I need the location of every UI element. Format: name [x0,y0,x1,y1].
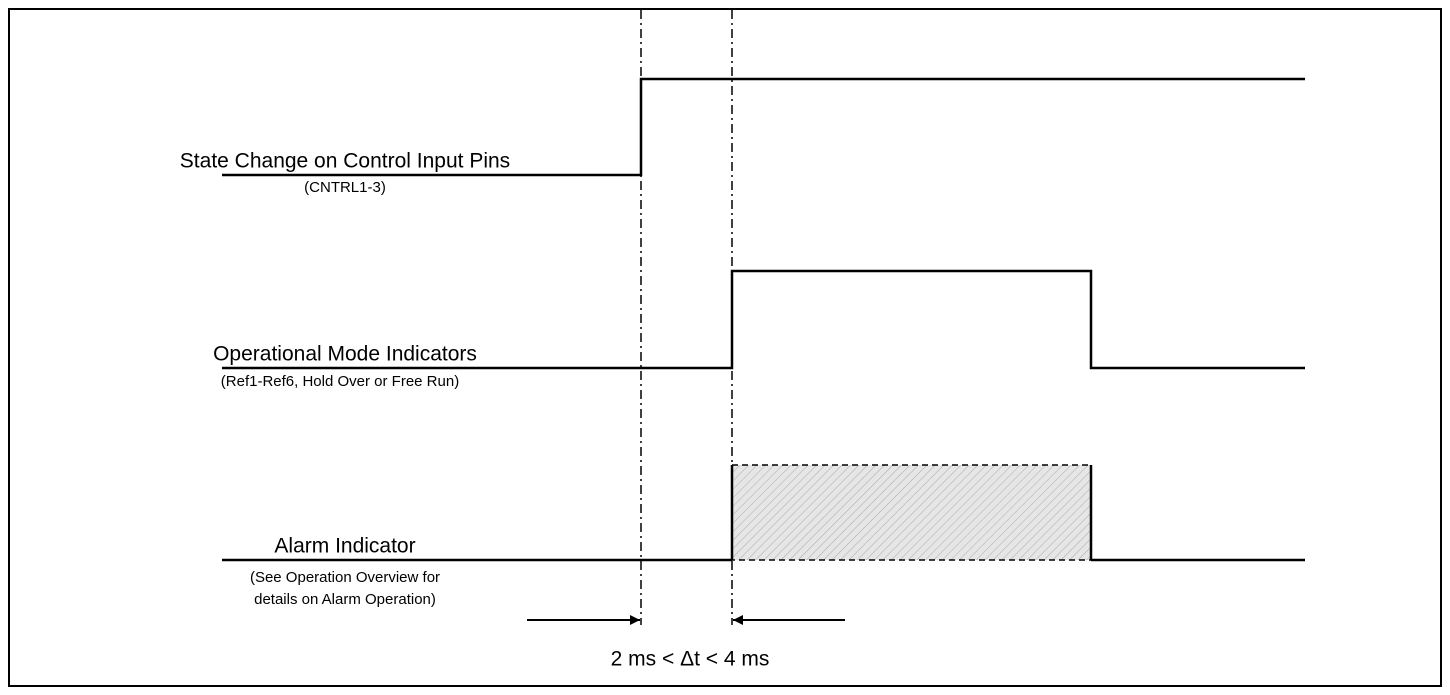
signal-sublabel: (Ref1-Ref6, Hold Over or Free Run) [221,373,459,390]
signal-sublabel: (See Operation Overview for [250,569,440,586]
signal-label: Alarm Indicator [274,535,415,558]
signal-label: State Change on Control Input Pins [180,150,510,173]
waveform [222,269,1305,370]
timing-label: 2 ms < Δt < 4 ms [611,648,770,671]
signal-sublabel: (CNTRL1-3) [304,179,386,196]
alarm-region [731,464,1092,561]
waveform [222,77,1305,177]
frame [8,8,1442,687]
signal-label: Operational Mode Indicators [213,343,477,366]
signal-sublabel: details on Alarm Operation) [254,591,436,608]
